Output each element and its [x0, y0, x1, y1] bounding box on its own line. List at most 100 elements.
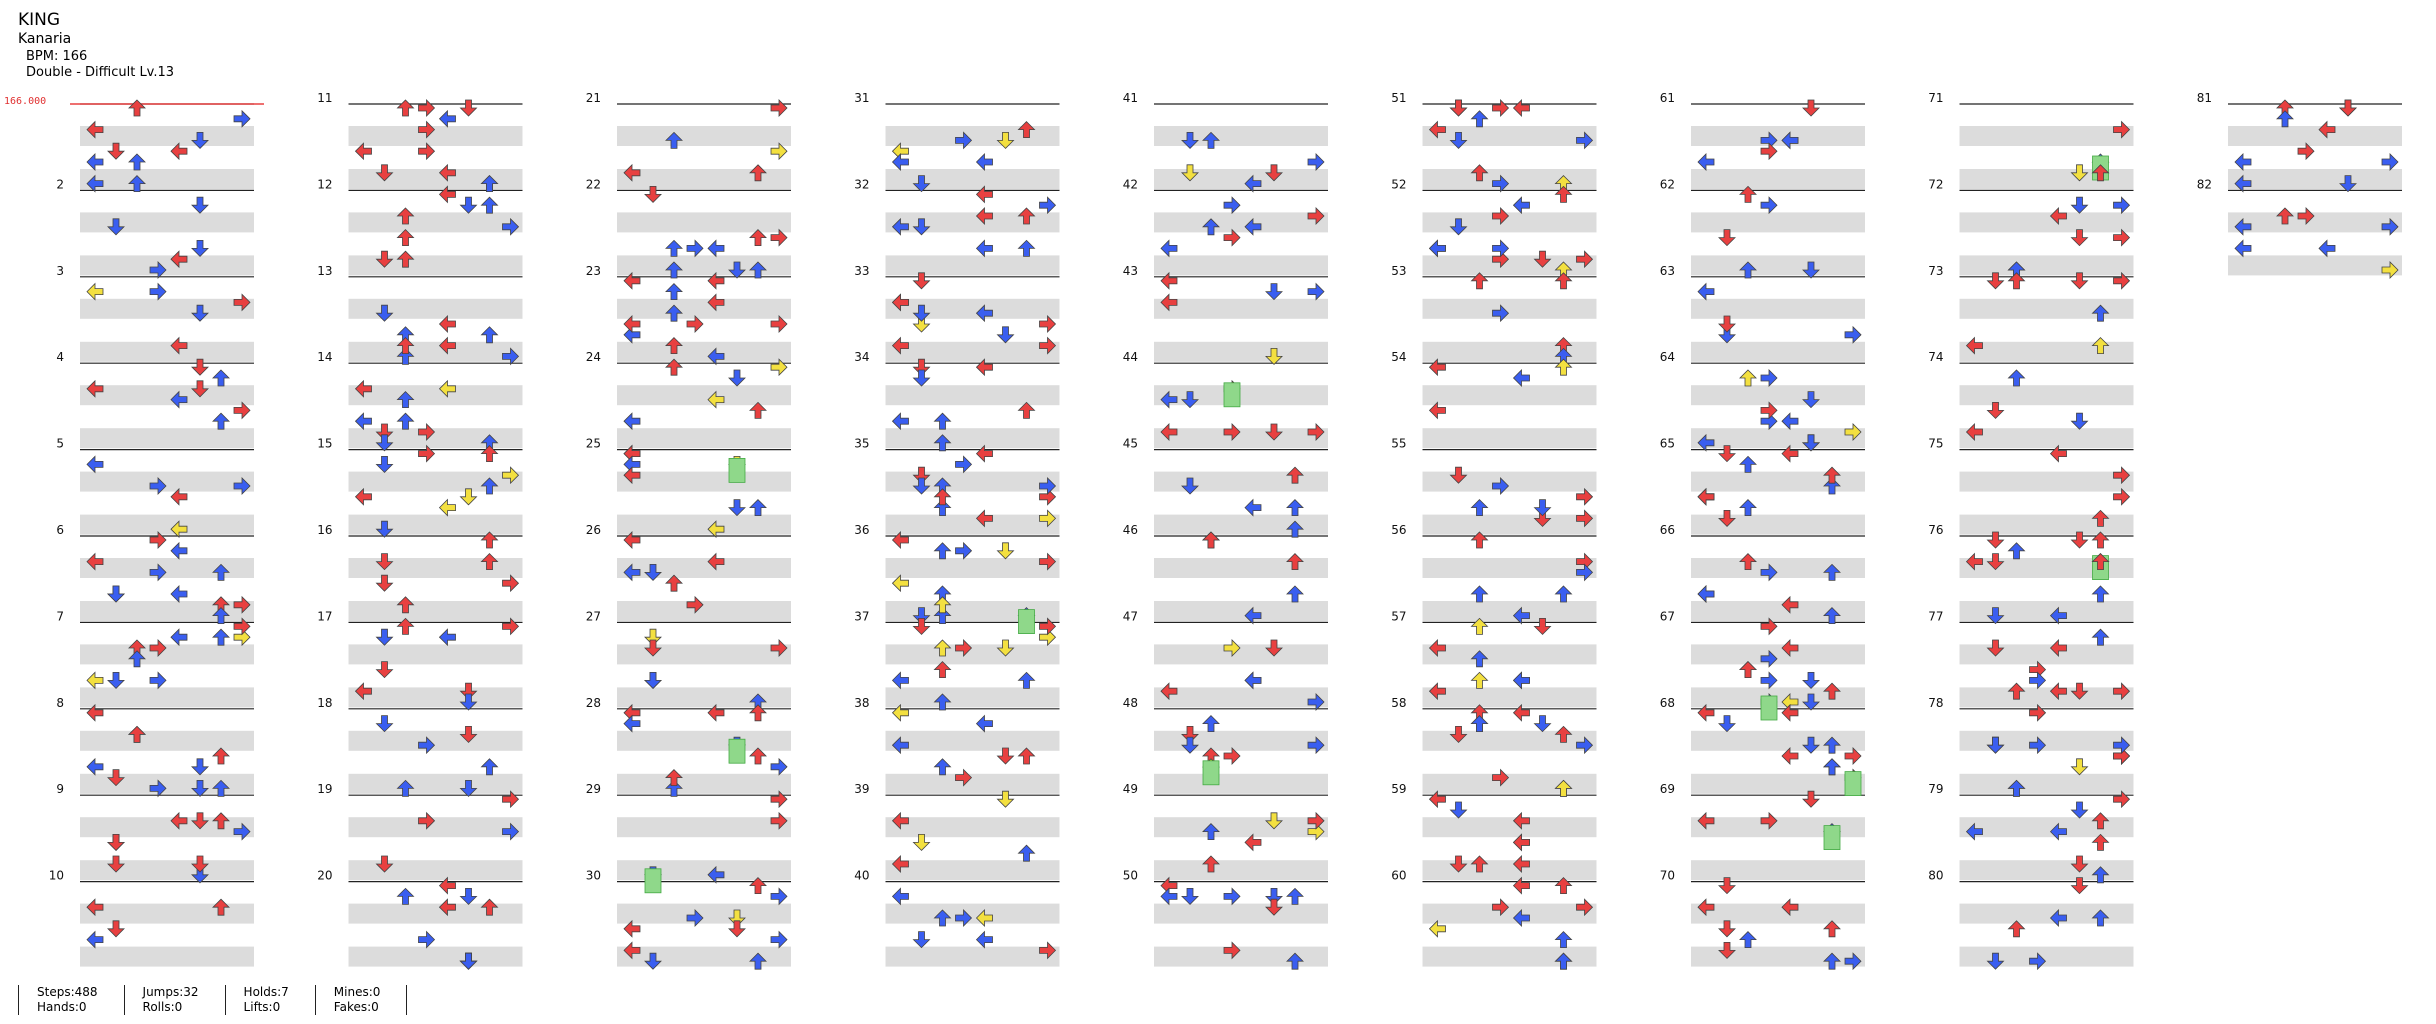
- beat-band: [617, 601, 791, 621]
- measure-2: 2: [56, 177, 254, 276]
- measure-70: 70: [1660, 869, 1865, 967]
- beat-band: [1691, 860, 1865, 881]
- measure-65: 65: [1660, 437, 1865, 535]
- beat-band: [1154, 385, 1328, 406]
- beat-band: [348, 514, 523, 535]
- beat-band: [1422, 169, 1597, 189]
- measure-number: 26: [586, 523, 601, 537]
- step-arrow: [1739, 931, 1757, 948]
- step-arrow: [2318, 239, 2336, 257]
- measure-42: 42: [1123, 177, 1328, 276]
- step-arrow: [2071, 758, 2088, 776]
- beat-band: [1422, 687, 1597, 708]
- beat-band: [1691, 773, 1865, 794]
- measure-57: 57: [1391, 609, 1597, 708]
- measure-number: 20: [317, 869, 332, 883]
- measure-number: 59: [1391, 782, 1406, 796]
- measure-number: 28: [586, 696, 601, 710]
- beat-band: [617, 687, 791, 708]
- beat-band: [885, 341, 1060, 362]
- step-arrow: [707, 239, 725, 257]
- beat-band: [80, 860, 254, 881]
- beat-band: [348, 687, 523, 708]
- step-arrow: [1492, 239, 1509, 257]
- step-arrow: [1018, 844, 1035, 862]
- beat-band: [348, 601, 523, 621]
- measure-3: 3: [56, 264, 254, 362]
- step-arrow: [1471, 110, 1488, 128]
- stat-fakes: Fakes:0: [333, 1000, 379, 1014]
- beat-band: [885, 385, 1060, 406]
- step-arrow: [1286, 585, 1304, 603]
- measure-5: 5: [56, 437, 254, 535]
- step-arrow: [355, 412, 372, 430]
- step-arrow: [191, 758, 209, 776]
- measure-32: 32: [854, 177, 1060, 276]
- step-arrow: [2276, 110, 2294, 128]
- beat-band: [1691, 212, 1865, 233]
- beat-band: [1422, 730, 1597, 751]
- beat-band: [617, 730, 791, 751]
- measure-29: 29: [586, 782, 791, 881]
- measure-number: 56: [1391, 523, 1406, 537]
- stat-group-mines: Mines:0 Fakes:0: [314, 985, 408, 1015]
- measure-number: 13: [317, 264, 332, 278]
- step-arrow: [1739, 455, 1757, 473]
- measure-number: 53: [1391, 264, 1406, 278]
- step-arrow: [1802, 99, 1820, 117]
- beat-band: [1959, 212, 2134, 233]
- measure-28: 28: [586, 696, 791, 794]
- beat-band: [80, 255, 254, 276]
- measure-39: 39: [854, 782, 1060, 881]
- beat-band: [1691, 126, 1865, 146]
- beat-band: [617, 385, 791, 406]
- measure-number: 10: [49, 869, 64, 883]
- beat-band: [617, 514, 791, 535]
- beat-band: [1691, 730, 1865, 751]
- stat-rolls: Rolls:0: [142, 1000, 183, 1014]
- step-arrow: [439, 499, 456, 516]
- beat-band: [2228, 212, 2402, 233]
- measure-17: 17: [317, 609, 523, 708]
- measure-number: 42: [1123, 177, 1138, 191]
- song-artist: Kanaria: [18, 31, 72, 48]
- step-arrow: [481, 196, 498, 214]
- beat-band: [348, 341, 523, 362]
- measure-number: 75: [1928, 437, 1943, 451]
- measure-37: 37: [854, 609, 1060, 708]
- step-arrow: [2071, 412, 2088, 430]
- measure-7: 7: [56, 609, 254, 708]
- beat-band: [348, 298, 523, 319]
- measure-number: 73: [1928, 264, 1943, 278]
- beat-band: [80, 644, 254, 665]
- measure-number: 32: [854, 177, 869, 191]
- beat-band: [348, 385, 523, 406]
- measure-number: 80: [1928, 869, 1943, 883]
- stat-hands: Hands:0: [37, 1000, 87, 1014]
- beat-band: [1691, 169, 1865, 189]
- beat-band: [80, 903, 254, 924]
- measure-number: 35: [854, 437, 869, 451]
- beat-band: [348, 126, 523, 146]
- measure-47: 47: [1123, 609, 1328, 708]
- beat-band: [617, 471, 791, 492]
- beat-band: [1422, 212, 1597, 233]
- measure-number: 65: [1660, 437, 1675, 451]
- measure-73: 73: [1928, 264, 2134, 362]
- step-arrow: [1760, 672, 1778, 689]
- step-arrow: [1555, 585, 1572, 603]
- step-arrow: [1844, 326, 1862, 344]
- beat-band: [1959, 471, 2134, 492]
- measure-62: 62: [1660, 177, 1865, 276]
- step-arrow: [439, 628, 456, 646]
- hold-head: [728, 457, 746, 483]
- measure-number: 15: [317, 437, 332, 451]
- step-arrow: [1286, 888, 1304, 905]
- hold-head: [1202, 760, 1220, 786]
- step-arrow: [1739, 499, 1757, 516]
- measure-number: 19: [317, 782, 332, 796]
- beat-band: [1691, 385, 1865, 406]
- measure-number: 54: [1391, 350, 1406, 364]
- measure-number: 43: [1123, 264, 1138, 278]
